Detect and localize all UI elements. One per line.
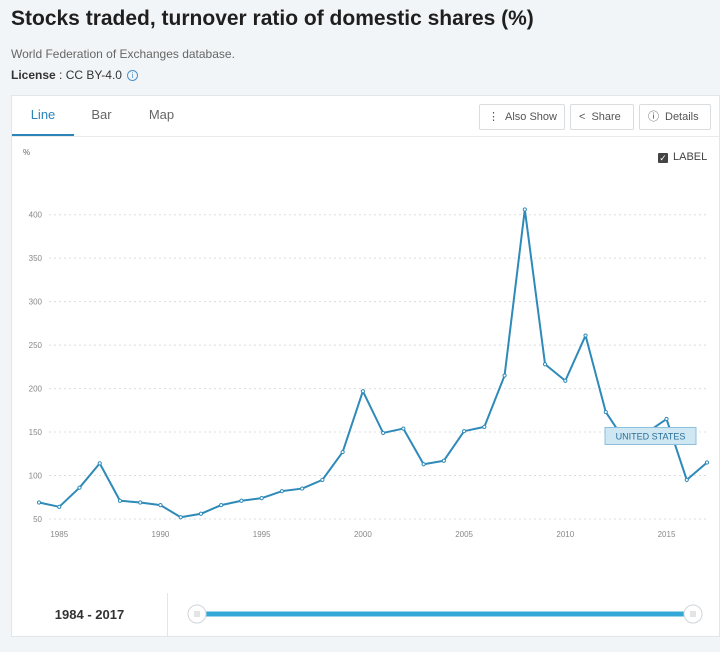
details-button[interactable]: ⓘ Details [639, 104, 711, 130]
license-line: License : CC BY-4.0 i [11, 68, 138, 82]
checkbox-checked-icon[interactable]: ✓ [658, 153, 668, 163]
series-label-box [604, 426, 697, 445]
also-show-label: Also Show [505, 111, 557, 123]
details-label: Details [665, 111, 699, 123]
data-point [178, 515, 183, 520]
data-point [381, 430, 386, 436]
source-text: World Federation of Exchanges database. [11, 47, 235, 61]
license-label: License [11, 68, 56, 82]
data-point [320, 477, 325, 482]
y-tick-label: 50 [33, 515, 42, 524]
grip-icon [690, 611, 696, 617]
data-point [684, 477, 689, 482]
data-point [340, 449, 345, 455]
y-tick-label: 100 [29, 472, 43, 481]
tab-bar[interactable]: Bar [91, 107, 112, 122]
data-point [117, 498, 123, 503]
data-point [300, 486, 305, 491]
data-point [441, 458, 446, 463]
y-axis-unit-label: % [23, 148, 30, 157]
x-tick-label: 2005 [455, 530, 473, 539]
data-point [664, 416, 669, 422]
year-range-text: 1984 - 2017 [12, 593, 168, 636]
data-point [542, 362, 548, 367]
license-value: : CC BY-4.0 [55, 68, 122, 82]
x-tick-label: 1985 [50, 530, 68, 539]
x-tick-label: 2015 [658, 530, 676, 539]
tab-divider [12, 136, 719, 137]
y-tick-label: 250 [29, 341, 43, 350]
data-point [482, 424, 487, 429]
data-point [461, 429, 467, 434]
data-point [522, 207, 527, 212]
y-tick-label: 200 [29, 385, 43, 394]
x-tick-label: 1990 [152, 530, 170, 539]
data-point [57, 504, 62, 509]
info-circle-icon: ⓘ [648, 111, 659, 123]
line-chart: % 50 100 150 200 250 300 350 400 1985 1990 1995 20… [23, 148, 710, 539]
also-show-button[interactable]: ⋮ Also Show [479, 104, 565, 130]
data-point [502, 373, 507, 378]
info-circle-icon[interactable]: i [126, 70, 138, 81]
share-icon: < [579, 111, 586, 123]
x-tick-label: 2000 [354, 530, 372, 539]
range-slider[interactable] [12, 593, 719, 636]
chart-card: Line Bar Map ⋮ Also Show < Share ⓘ Details … [11, 95, 720, 594]
series-label: UNITED STATES [616, 431, 686, 441]
label-toggle-text: LABEL [673, 151, 708, 163]
page-title: Stocks traded, turnover ratio of domesti… [11, 7, 534, 30]
data-point [279, 489, 285, 494]
data-point [360, 389, 365, 394]
x-tick-label: 2010 [556, 530, 574, 539]
data-point [77, 485, 82, 490]
y-tick-label: 300 [29, 298, 43, 307]
data-point [36, 500, 42, 505]
data-point [603, 409, 608, 415]
data-point [421, 462, 426, 467]
data-point [239, 498, 244, 503]
tab-map[interactable]: Map [148, 107, 175, 122]
tab-line[interactable]: Line [12, 96, 74, 136]
x-tick-label: 1995 [253, 530, 271, 539]
data-point [158, 502, 163, 508]
y-tick-label: 150 [29, 428, 43, 437]
data-point [219, 502, 224, 508]
y-tick-label: 400 [29, 211, 43, 220]
data-point [259, 496, 264, 501]
data-point [97, 461, 102, 466]
vertical-dots-icon: ⋮ [488, 111, 499, 123]
grip-icon [194, 611, 200, 617]
data-point [563, 378, 568, 383]
share-label: Share [591, 111, 621, 123]
label-toggle[interactable]: ✓ LABEL [658, 151, 707, 163]
data-point [704, 460, 710, 465]
data-point [401, 426, 406, 431]
data-point [583, 333, 588, 338]
series-line [38, 208, 708, 519]
data-point [198, 511, 204, 516]
data-point [138, 500, 143, 505]
y-tick-label: 350 [29, 254, 43, 263]
range-footer: 1984 - 2017 [11, 593, 720, 637]
share-button[interactable]: < Share [570, 104, 634, 130]
